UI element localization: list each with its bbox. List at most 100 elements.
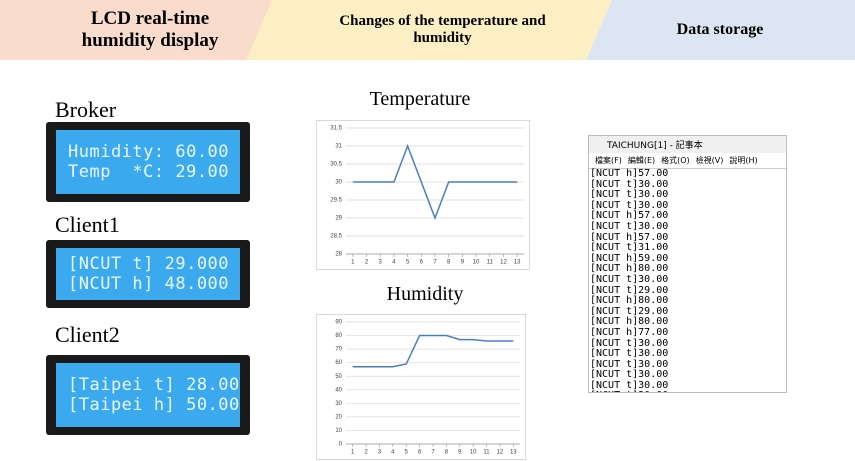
header: Data storage xyxy=(620,0,820,60)
chart-frame xyxy=(316,314,526,460)
x-tick-label: 3 xyxy=(379,260,383,266)
menu-bar: 檔案(F) 編輯(E) 格式(O) 檢視(V) 說明(H) xyxy=(589,153,786,169)
x-tick-label: 5 xyxy=(405,450,409,456)
lcd-line: [NCUT h] 48.000 xyxy=(68,274,230,294)
device-label: Client2 xyxy=(55,322,120,347)
y-tick-label: 30.5 xyxy=(330,162,342,168)
text-line: [NCUT h]59.00 xyxy=(590,252,669,264)
x-tick-label: 6 xyxy=(420,260,424,266)
x-tick-label: 4 xyxy=(392,260,396,266)
x-tick-label: 9 xyxy=(458,450,462,456)
x-tick-label: 12 xyxy=(500,260,507,266)
y-tick-label: 31.5 xyxy=(330,126,342,132)
y-tick-label: 80 xyxy=(335,333,342,339)
banner-bg xyxy=(586,0,855,60)
lcd-screen: Humidity: 60.00 Temp *C: 29.00 xyxy=(56,130,240,194)
y-tick-label: 28.5 xyxy=(330,234,342,240)
lcd-screen: [NCUT t] 29.000 [NCUT h] 48.000 xyxy=(56,248,240,300)
x-tick-label: 10 xyxy=(473,260,480,266)
y-tick-label: 30 xyxy=(335,401,342,407)
text-area: [NCUT h]57.00 [NCUT t]30.00 [NCUT t]30.00[… xyxy=(589,168,786,392)
lcd: [NCUT t] 29.000 [NCUT h] 48.000 xyxy=(46,240,250,308)
x-tick-label: 13 xyxy=(514,260,521,266)
text-line: [NCUT t]30.00 xyxy=(590,337,669,349)
x-tick-label: 5 xyxy=(406,260,410,266)
x-tick-label: 2 xyxy=(364,450,368,456)
x-tick-label: 1 xyxy=(351,450,355,456)
lcd-line: [NCUT t] 29.000 xyxy=(68,254,230,274)
x-tick-label: 8 xyxy=(447,260,451,266)
menu-item[interactable]: 編輯(E) xyxy=(627,156,656,165)
y-tick-label: 90 xyxy=(335,320,342,326)
y-tick-label: 50 xyxy=(335,374,342,380)
text-line: [NCUT t]30.00 xyxy=(590,358,669,370)
menu-item[interactable]: 檔案(F) xyxy=(595,156,622,165)
header-text: Data storage xyxy=(676,21,764,38)
lcd: Humidity: 60.00 Temp *C: 29.00 xyxy=(46,122,250,202)
x-tick-label: 7 xyxy=(431,450,435,456)
text-line: [NCUT t]31.00 xyxy=(590,242,669,254)
x-tick-label: 8 xyxy=(445,450,449,456)
text-line: [NCUT t]30.00 xyxy=(590,189,669,201)
x-tick-label: 6 xyxy=(418,450,422,456)
x-tick-label: 11 xyxy=(483,450,490,456)
x-tick-label: 2 xyxy=(365,260,369,266)
x-tick-label: 3 xyxy=(378,450,382,456)
y-tick-label: 29 xyxy=(335,216,342,222)
x-tick-label: 12 xyxy=(497,450,504,456)
menu-item[interactable]: 檢視(V) xyxy=(695,156,724,165)
text-line: [NCUT h]57.00 xyxy=(590,231,669,243)
lcd: [Taipei t] 28.00 [Taipei h] 50.00 xyxy=(46,355,250,435)
data-line xyxy=(352,334,514,368)
text-line: [NCUT t]30.00 xyxy=(590,379,669,391)
x-tick-label: 7 xyxy=(433,260,437,266)
text-line: [NCUT t]30.00 xyxy=(589,391,786,392)
text-line: [NCUT h]80.00 xyxy=(590,263,669,275)
text-line: [NCUT t]30.00 xyxy=(590,178,669,190)
x-tick-label: 1 xyxy=(351,260,355,266)
x-tick-label: 9 xyxy=(461,260,465,266)
chart-title: Humidity xyxy=(386,283,464,305)
header: LCD real-time humidity display xyxy=(60,0,240,60)
text-line: [NCUT h]80.00 xyxy=(590,295,669,307)
text-line: [NCUT t]30.00 xyxy=(590,220,669,232)
y-tick-label: 29.5 xyxy=(330,198,342,204)
x-tick-label: 4 xyxy=(391,450,395,456)
banner-bg xyxy=(246,0,612,60)
banner-bg xyxy=(0,0,300,60)
lcd-line: Temp *C: 29.00 xyxy=(68,162,230,182)
y-tick-label: 10 xyxy=(335,428,342,434)
lcd-line: [Taipei t] 28.00 xyxy=(68,375,240,395)
banner-shapes xyxy=(0,0,855,60)
chart-frame xyxy=(316,120,530,270)
window-title: TAICHUNG[1] - 記事本 xyxy=(589,136,786,153)
menu-item[interactable]: 說明(H) xyxy=(729,156,758,165)
chart-title: Temperature xyxy=(369,88,471,110)
text-line: [NCUT t]30.00 xyxy=(590,348,669,360)
device-label: Broker xyxy=(55,97,117,122)
text-line: [NCUT h]77.00 xyxy=(590,326,669,338)
text-line: [NCUT h]57.00 xyxy=(590,210,669,222)
text-line: [NCUT t]29.00 xyxy=(590,284,669,296)
text-line: [NCUT t]29.00 xyxy=(590,305,669,317)
y-tick-label: 70 xyxy=(335,347,342,353)
lcd-line: Humidity: 60.00 xyxy=(68,142,230,162)
lcd-line: [Taipei h] 50.00 xyxy=(68,395,240,415)
y-tick-label: 0 xyxy=(339,442,343,448)
data-line xyxy=(352,143,518,221)
text-line: [NCUT t]30.00 xyxy=(590,273,669,285)
header-text: Changes of the temperature and humidity xyxy=(339,13,546,46)
y-tick-label: 31 xyxy=(335,144,342,150)
menu-item[interactable]: 格式(O) xyxy=(661,156,690,165)
header-text: LCD real-time humidity display xyxy=(81,8,219,51)
text-line: [NCUT t]30.00 xyxy=(590,369,669,381)
header: Changes of the temperature and humidity xyxy=(330,0,555,60)
device-label: Client1 xyxy=(55,212,120,237)
y-tick-label: 60 xyxy=(335,360,342,366)
y-tick-label: 20 xyxy=(335,414,342,420)
y-tick-label: 28 xyxy=(335,252,342,258)
text-line: [NCUT t]30.00 xyxy=(590,199,669,211)
